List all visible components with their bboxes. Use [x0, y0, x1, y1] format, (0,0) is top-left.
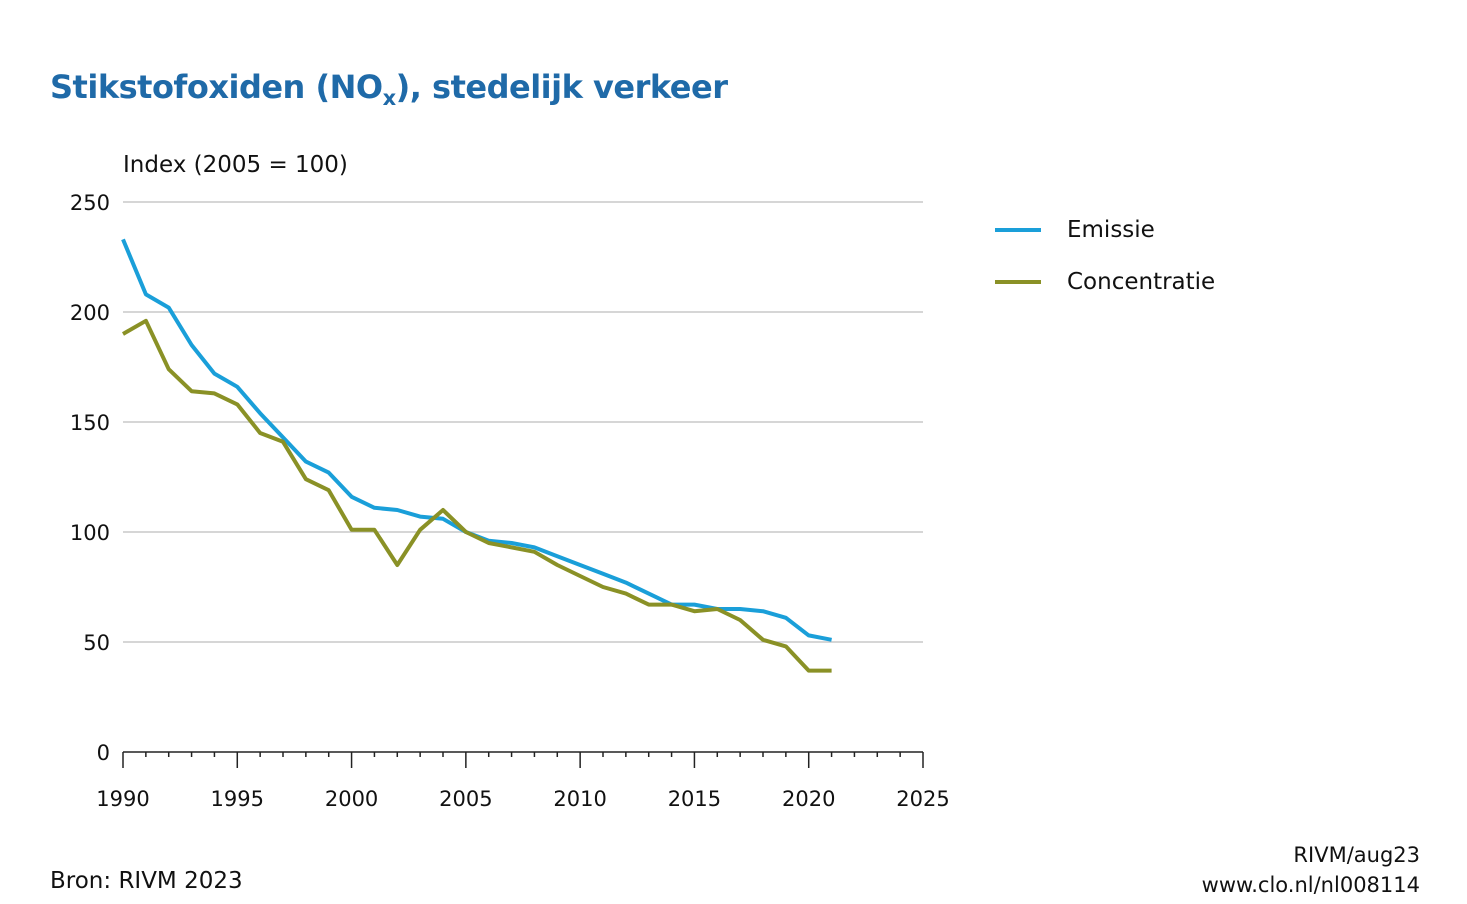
axes: 0 50 100 150 200 250 1990 1995 2000 2005 2010 2015 2…	[70, 191, 950, 811]
title-subscript: x	[382, 86, 397, 110]
gridlines	[123, 201, 923, 643]
credits: RIVM/aug23 www.clo.nl/nl008114	[1202, 840, 1420, 900]
x-tick-label-2020: 2020	[782, 787, 835, 811]
chart-title: Stikstofoxiden (NOx), stedelijk verkeer	[50, 68, 728, 110]
x-tick-label-2005: 2005	[439, 787, 492, 811]
x-tick-label-1990: 1990	[96, 787, 149, 811]
credits-date: RIVM/aug23	[1293, 843, 1420, 867]
legend-label-emissie: Emissie	[1067, 217, 1155, 243]
y-tick-label-250: 250	[70, 191, 110, 215]
source-note: Bron: RIVM 2023	[50, 868, 243, 894]
series	[121, 238, 832, 673]
y-tick-label-100: 100	[70, 521, 110, 545]
x-tick-label-1995: 1995	[211, 787, 264, 811]
legend-item-concentratie: Concentratie	[995, 256, 1215, 308]
x-tick-label-2015: 2015	[668, 787, 721, 811]
legend-label-concentratie: Concentratie	[1067, 269, 1216, 295]
x-tick-label-2025: 2025	[896, 787, 949, 811]
legend-swatch-emissie	[995, 228, 1041, 232]
series-line-emissie	[121, 238, 832, 642]
legend-swatch-concentratie	[995, 280, 1041, 284]
y-tick-label-50: 50	[83, 631, 110, 655]
y-tick-label-150: 150	[70, 411, 110, 435]
y-tick-label-0: 0	[97, 741, 110, 765]
series-line-concentratie	[122, 318, 832, 673]
legend: Emissie Concentratie	[995, 204, 1215, 308]
x-tick-label-2010: 2010	[553, 787, 606, 811]
y-tick-label-200: 200	[70, 301, 110, 325]
x-tick-label-2000: 2000	[325, 787, 378, 811]
legend-item-emissie: Emissie	[995, 204, 1215, 256]
credits-url: www.clo.nl/nl008114	[1201, 873, 1420, 897]
y-axis-label: Index (2005 = 100)	[123, 152, 348, 178]
